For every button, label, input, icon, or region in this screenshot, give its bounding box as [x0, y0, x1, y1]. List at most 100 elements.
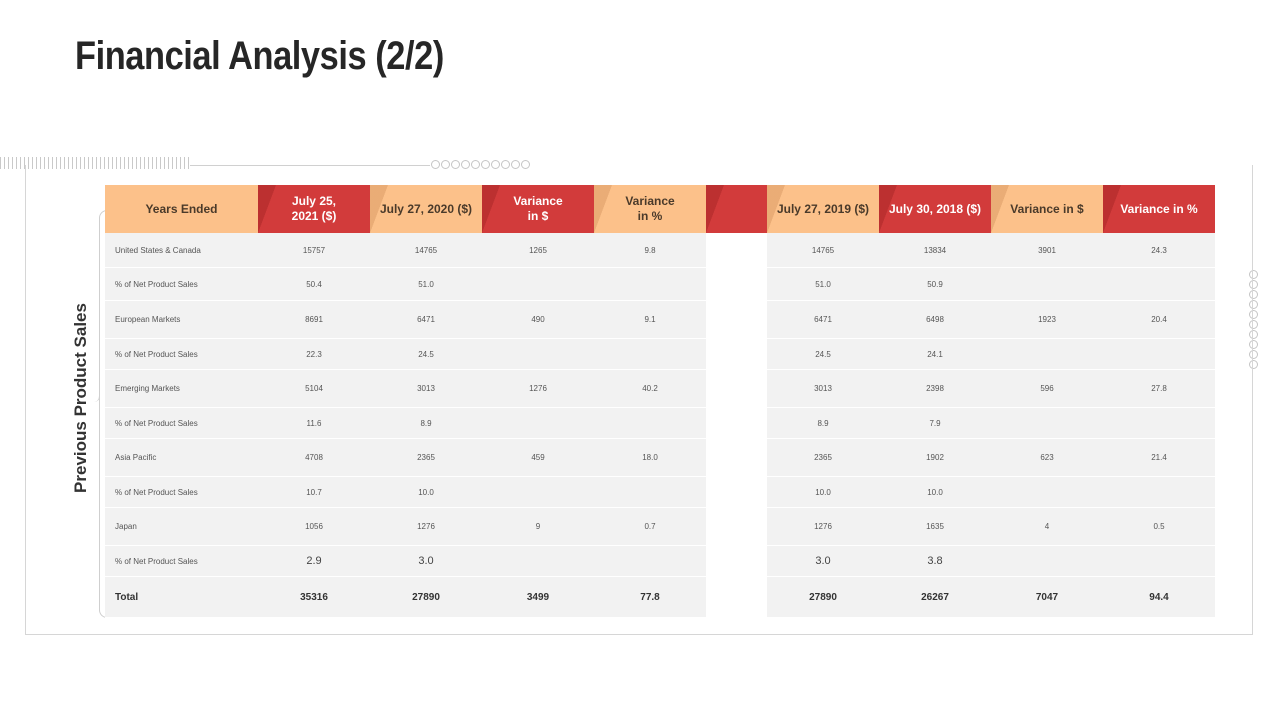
- row-label: % of Net Product Sales: [105, 477, 258, 508]
- table-cell: 14765: [370, 233, 482, 268]
- table-cell: 1276: [767, 508, 879, 546]
- bracket-notch: [94, 392, 100, 402]
- table-cell: 6471: [767, 301, 879, 339]
- table-cell: 35316: [258, 577, 370, 618]
- circle-icon: [1249, 280, 1258, 289]
- header-july-25-2021: July 25, 2021 ($): [258, 185, 370, 233]
- header-years-ended: Years Ended: [105, 185, 258, 233]
- circle-icon: [481, 160, 490, 169]
- header-july-27-2020: July 27, 2020 ($): [370, 185, 482, 233]
- table-cell: 24.5: [767, 339, 879, 370]
- circle-icon: [451, 160, 460, 169]
- header-july-27-2019: July 27, 2019 ($): [767, 185, 879, 233]
- table-cell: 8.9: [370, 408, 482, 439]
- table-cell: 7.9: [879, 408, 991, 439]
- row-label: Asia Pacific: [105, 439, 258, 477]
- table-cell: [482, 268, 594, 301]
- table-cell: [1103, 408, 1215, 439]
- row-label: Emerging Markets: [105, 370, 258, 408]
- table-row: % of Net Product Sales 50.4 51.0 51.0 50.9: [105, 268, 1215, 301]
- table-cell: 0.7: [594, 508, 706, 546]
- header-july-30-2018: July 30, 2018 ($): [879, 185, 991, 233]
- table-cell: [991, 408, 1103, 439]
- row-label: % of Net Product Sales: [105, 546, 258, 577]
- circle-icon: [1249, 340, 1258, 349]
- table-cell: 1902: [879, 439, 991, 477]
- table-cell: 9.1: [594, 301, 706, 339]
- circle-icon: [1249, 350, 1258, 359]
- table-cell: [1103, 477, 1215, 508]
- table-row: Japan 1056 1276 9 0.7 1276 1635 4 0.5: [105, 508, 1215, 546]
- table-cell: 21.4: [1103, 439, 1215, 477]
- table-cell: 27.8: [1103, 370, 1215, 408]
- table-cell: [482, 408, 594, 439]
- table-cell: 18.0: [594, 439, 706, 477]
- table-cell: 6498: [879, 301, 991, 339]
- row-label: % of Net Product Sales: [105, 268, 258, 301]
- table-cell: 14765: [767, 233, 879, 268]
- column-gap: [706, 301, 767, 339]
- table-cell: 459: [482, 439, 594, 477]
- page-title: Financial Analysis (2/2): [75, 34, 444, 78]
- table-cell: [1103, 546, 1215, 577]
- table-cell: 13834: [879, 233, 991, 268]
- table-cell: 24.3: [1103, 233, 1215, 268]
- table-cell: 1923: [991, 301, 1103, 339]
- table-cell: [991, 546, 1103, 577]
- table-cell: 1635: [879, 508, 991, 546]
- table-cell: 20.4: [1103, 301, 1215, 339]
- table-row: Asia Pacific 4708 2365 459 18.0 2365 1902 623 21…: [105, 439, 1215, 477]
- header-variance-percent: Variance in %: [594, 185, 706, 233]
- circle-icon: [511, 160, 520, 169]
- circle-icon: [501, 160, 510, 169]
- table-cell: 0.5: [1103, 508, 1215, 546]
- table-cell: 51.0: [370, 268, 482, 301]
- header-variance-in-dollar: Variance in $: [991, 185, 1103, 233]
- circle-icon: [1249, 360, 1258, 369]
- table-cell: [1103, 339, 1215, 370]
- table-cell: 10.0: [879, 477, 991, 508]
- table-body: United States & Canada 15757 14765 1265 9.8 1…: [105, 233, 1215, 618]
- header-variance-in-percent: Variance in %: [1103, 185, 1215, 233]
- table-cell: 1265: [482, 233, 594, 268]
- table-cell: 26267: [879, 577, 991, 618]
- circle-icon: [471, 160, 480, 169]
- table-cell: 3.0: [767, 546, 879, 577]
- table-cell: 3.8: [879, 546, 991, 577]
- column-gap: [706, 477, 767, 508]
- row-label: % of Net Product Sales: [105, 339, 258, 370]
- table-cell: [594, 546, 706, 577]
- header-separator: [706, 185, 767, 233]
- decorative-dots-vertical: [1249, 270, 1258, 369]
- table-row: % of Net Product Sales 11.6 8.9 8.9 7.9: [105, 408, 1215, 439]
- table-cell: 9.8: [594, 233, 706, 268]
- column-gap: [706, 233, 767, 268]
- table-cell: 50.4: [258, 268, 370, 301]
- table-cell: 27890: [370, 577, 482, 618]
- content-frame: [25, 165, 1253, 635]
- header-variance-dollar: Variance in $: [482, 185, 594, 233]
- table-cell: 94.4: [1103, 577, 1215, 618]
- row-label: Total: [105, 577, 258, 618]
- table-row: United States & Canada 15757 14765 1265 9.8 1…: [105, 233, 1215, 268]
- table-cell: 2398: [879, 370, 991, 408]
- circle-icon: [491, 160, 500, 169]
- table-row-total: Total 35316 27890 3499 77.8 27890 26267 7047 94.…: [105, 577, 1215, 618]
- row-label: % of Net Product Sales: [105, 408, 258, 439]
- decorative-dots-horizontal: [431, 160, 530, 169]
- decorative-line: [190, 165, 430, 166]
- table-cell: 490: [482, 301, 594, 339]
- table-cell: [482, 339, 594, 370]
- table-cell: [594, 477, 706, 508]
- decorative-tick-strip: [0, 157, 190, 169]
- circle-icon: [431, 160, 440, 169]
- table-cell: 1276: [370, 508, 482, 546]
- table-cell: 1056: [258, 508, 370, 546]
- table-cell: [991, 477, 1103, 508]
- table-cell: 3013: [370, 370, 482, 408]
- table-cell: 27890: [767, 577, 879, 618]
- table-cell: 11.6: [258, 408, 370, 439]
- table-cell: 6471: [370, 301, 482, 339]
- table-cell: 24.5: [370, 339, 482, 370]
- table-cell: [594, 408, 706, 439]
